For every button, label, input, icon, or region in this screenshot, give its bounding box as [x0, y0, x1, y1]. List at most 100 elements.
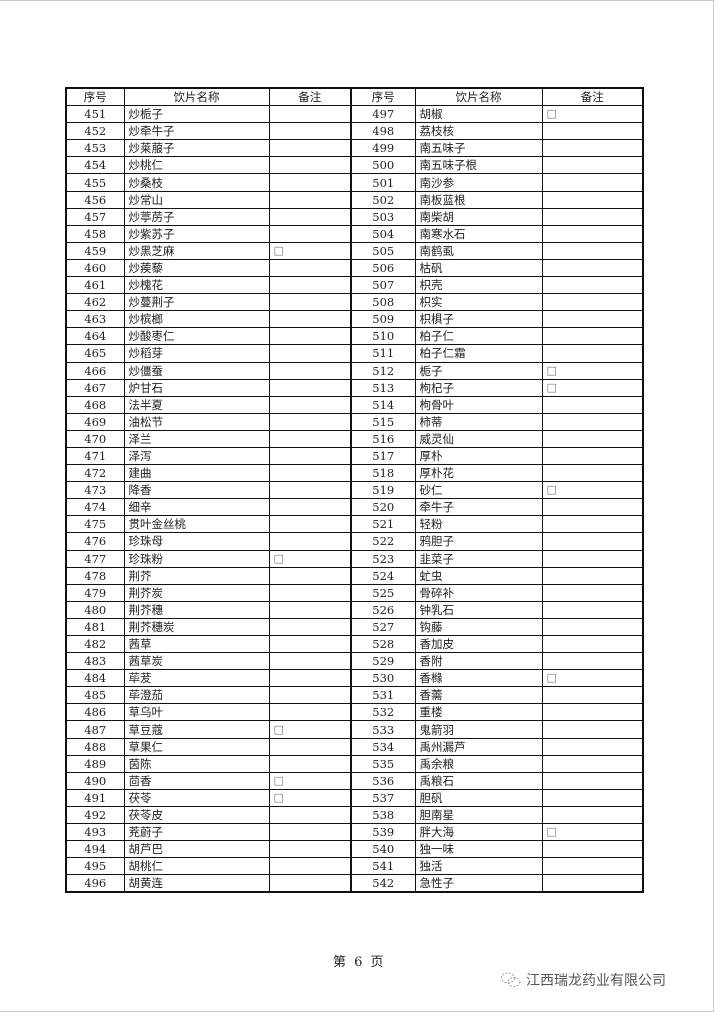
- seq-cell: 477: [65, 549, 125, 568]
- note-cell: [541, 771, 644, 790]
- seq-cell: 501: [350, 173, 416, 192]
- name-cell: 炒僵蚕: [123, 361, 270, 380]
- name-cell: 禹州漏芦: [414, 737, 543, 756]
- seq-cell: 541: [350, 857, 416, 876]
- name-cell: 炒桃仁: [123, 156, 270, 175]
- seq-cell: 467: [65, 378, 125, 397]
- table-row: 466 炒僵蚕 512 栀子 □: [65, 361, 644, 380]
- header-seq-right: 序号: [350, 87, 416, 107]
- note-cell: □: [541, 378, 644, 397]
- note-cell: [268, 823, 352, 842]
- name-cell: 柏子仁霜: [414, 344, 543, 363]
- seq-cell: 493: [65, 823, 125, 842]
- name-cell: 栀子: [414, 361, 543, 380]
- note-cell: [268, 207, 352, 226]
- name-cell: 荆芥: [123, 566, 270, 585]
- name-cell: 独活: [414, 857, 543, 876]
- seq-cell: 497: [350, 105, 416, 124]
- seq-cell: 496: [65, 874, 125, 893]
- seq-cell: 536: [350, 771, 416, 790]
- seq-cell: 483: [65, 652, 125, 671]
- note-cell: [541, 805, 644, 825]
- name-cell: 茵陈: [123, 754, 270, 773]
- header-name-left: 饮片名称: [123, 87, 270, 107]
- name-cell: 炉甘石: [123, 378, 270, 397]
- note-cell: [268, 122, 352, 141]
- name-cell: 胡椒: [414, 105, 543, 124]
- name-cell: 炒葶苈子: [123, 207, 270, 226]
- seq-cell: 518: [350, 464, 416, 483]
- note-cell: [268, 139, 352, 158]
- name-cell: 炒黑芝麻: [123, 241, 270, 260]
- note-cell: [268, 344, 352, 363]
- note-cell: [268, 224, 352, 243]
- name-cell: 香附: [414, 652, 543, 671]
- table-row: 459 炒黑芝麻 □ 505 南鹤虱: [65, 241, 644, 260]
- seq-cell: 472: [65, 464, 125, 483]
- note-cell: [268, 737, 352, 756]
- name-cell: 炒常山: [123, 190, 270, 209]
- name-cell: 骨碎补: [414, 583, 543, 602]
- seq-cell: 534: [350, 737, 416, 756]
- name-cell: 胡黄连: [123, 874, 270, 893]
- seq-cell: 482: [65, 634, 125, 654]
- seq-cell: 506: [350, 258, 416, 278]
- note-cell: [541, 498, 644, 517]
- name-cell: 枯矾: [414, 258, 543, 278]
- name-cell: 枳椇子: [414, 310, 543, 329]
- name-cell: 威灵仙: [414, 429, 543, 448]
- note-cell: [541, 207, 644, 226]
- seq-cell: 490: [65, 771, 125, 790]
- note-cell: [541, 532, 644, 551]
- seq-cell: 451: [65, 105, 125, 124]
- name-cell: 虻虫: [414, 566, 543, 585]
- table-row: 486 草乌叶 532 重楼: [65, 703, 644, 722]
- name-cell: 茴香: [123, 771, 270, 790]
- note-cell: [541, 276, 644, 295]
- seq-cell: 455: [65, 173, 125, 192]
- note-cell: □: [541, 361, 644, 380]
- name-cell: 油松节: [123, 412, 270, 431]
- note-cell: [268, 840, 352, 859]
- note-cell: [541, 139, 644, 158]
- note-cell: [541, 720, 644, 739]
- seq-cell: 458: [65, 224, 125, 243]
- name-cell: 炒酸枣仁: [123, 327, 270, 346]
- name-cell: 荆芥穗: [123, 600, 270, 619]
- name-cell: 泽兰: [123, 429, 270, 448]
- note-cell: [268, 498, 352, 517]
- name-cell: 重楼: [414, 703, 543, 722]
- name-cell: 贯叶金丝桃: [123, 515, 270, 534]
- note-cell: □: [268, 549, 352, 568]
- table-row: 470 泽兰 516 威灵仙: [65, 429, 644, 448]
- name-cell: 禹粮石: [414, 771, 543, 790]
- seq-cell: 495: [65, 857, 125, 876]
- name-cell: 钩藤: [414, 617, 543, 637]
- note-cell: [541, 224, 644, 243]
- table-row: 469 油松节 515 柿蒂: [65, 412, 644, 431]
- table-row: 481 荆芥穗炭 527 钩藤: [65, 617, 644, 637]
- seq-cell: 468: [65, 395, 125, 414]
- name-cell: 炒稻芽: [123, 344, 270, 363]
- note-cell: [268, 156, 352, 175]
- name-cell: 急性子: [414, 874, 543, 893]
- seq-cell: 464: [65, 327, 125, 346]
- table-row: 453 炒莱菔子 499 南五味子: [65, 139, 644, 158]
- seq-cell: 537: [350, 788, 416, 807]
- seq-cell: 489: [65, 754, 125, 773]
- seq-cell: 461: [65, 276, 125, 295]
- seq-cell: 484: [65, 669, 125, 688]
- name-cell: 韭菜子: [414, 549, 543, 568]
- seq-cell: 521: [350, 515, 416, 534]
- note-cell: [541, 686, 644, 705]
- seq-cell: 460: [65, 258, 125, 278]
- seq-cell: 504: [350, 224, 416, 243]
- note-cell: [541, 788, 644, 807]
- name-cell: 茯苓: [123, 788, 270, 807]
- note-cell: [268, 361, 352, 380]
- seq-cell: 457: [65, 207, 125, 226]
- seq-cell: 503: [350, 207, 416, 226]
- note-cell: [268, 874, 352, 893]
- name-cell: 胆南星: [414, 805, 543, 825]
- name-cell: 荆芥穗炭: [123, 617, 270, 637]
